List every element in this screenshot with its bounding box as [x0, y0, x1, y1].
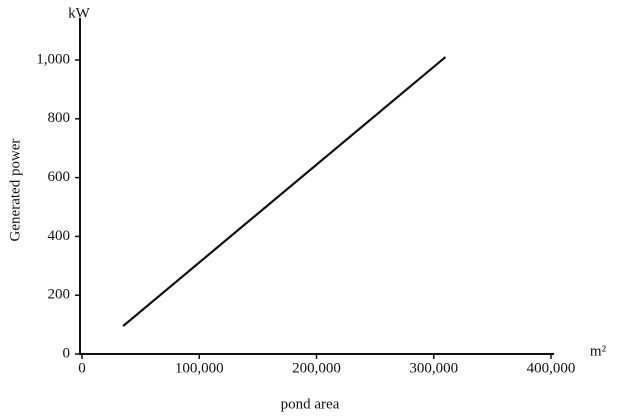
y-tick-label: 800 [48, 110, 71, 126]
x-axis-label: pond area [281, 396, 340, 412]
x-tick-label: 200,000 [292, 360, 341, 376]
x-tick-label: 100,000 [175, 360, 224, 376]
y-unit: kW [68, 5, 91, 21]
y-tick-label: 600 [48, 169, 71, 185]
x-unit: m² [590, 343, 607, 359]
y-tick-label: 1,000 [36, 51, 70, 67]
x-tick-label: 300,000 [409, 360, 458, 376]
x-tick-label: 0 [78, 360, 86, 376]
x-tick-label: 400,000 [527, 360, 576, 376]
data-line [122, 56, 447, 327]
y-tick-label: 200 [48, 287, 71, 303]
y-tick-label: 400 [48, 228, 71, 244]
y-tick-label: 0 [63, 345, 71, 361]
y-axis-label: Generated power [7, 139, 23, 242]
